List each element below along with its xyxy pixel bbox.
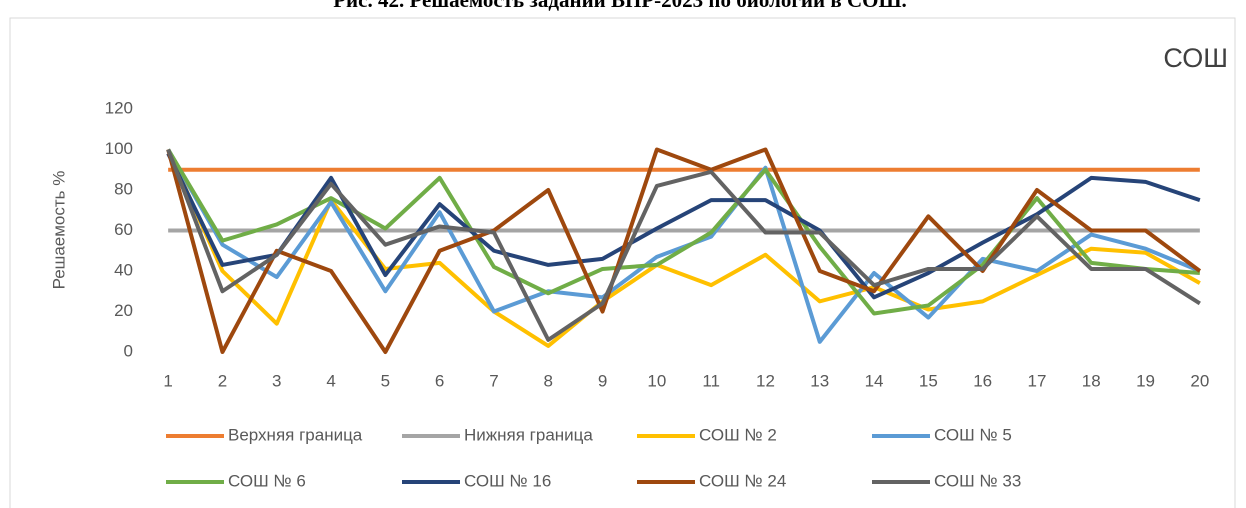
x-tick-label: 14 bbox=[865, 371, 884, 390]
legend-label: СОШ № 16 bbox=[464, 471, 551, 490]
x-tick-label: 6 bbox=[435, 371, 444, 390]
y-tick-label: 0 bbox=[124, 341, 133, 360]
x-tick-label: 15 bbox=[919, 371, 938, 390]
y-tick-label: 80 bbox=[114, 179, 133, 198]
x-tick-label: 12 bbox=[756, 371, 775, 390]
x-tick-label: 16 bbox=[973, 371, 992, 390]
x-tick-label: 17 bbox=[1027, 371, 1046, 390]
x-tick-label: 5 bbox=[381, 371, 390, 390]
legend-label: СОШ № 33 bbox=[934, 471, 1021, 490]
legend-label: Верхняя граница bbox=[228, 425, 363, 444]
y-tick-label: 60 bbox=[114, 220, 133, 239]
y-tick-label: 20 bbox=[114, 301, 133, 320]
x-tick-label: 4 bbox=[326, 371, 335, 390]
y-tick-label: 100 bbox=[105, 139, 133, 158]
x-tick-label: 1 bbox=[163, 371, 172, 390]
legend-label: СОШ № 5 bbox=[934, 425, 1012, 444]
x-tick-label: 8 bbox=[544, 371, 553, 390]
series-line bbox=[166, 148, 1200, 316]
legend-label: СОШ № 2 bbox=[699, 425, 777, 444]
series-line bbox=[166, 148, 1201, 348]
x-tick-label: 2 bbox=[218, 371, 227, 390]
x-tick-label: 11 bbox=[702, 371, 720, 390]
chart-title: СОШ bbox=[1163, 43, 1228, 73]
chart-frame bbox=[9, 17, 1236, 508]
x-tick-label: 19 bbox=[1136, 371, 1155, 390]
caption: Рис. 42. Решаемость заданий ВПР-2023 по … bbox=[333, 0, 907, 12]
y-tick-label: 40 bbox=[114, 260, 133, 279]
series-line bbox=[166, 147, 1202, 354]
y-axis-label: Решаемость % bbox=[49, 171, 68, 290]
x-tick-label: 9 bbox=[598, 371, 607, 390]
y-tick-label: 120 bbox=[105, 98, 133, 117]
x-tick-label: 3 bbox=[272, 371, 281, 390]
legend-label: СОШ № 24 bbox=[699, 471, 786, 490]
x-tick-label: 10 bbox=[647, 371, 666, 390]
legend-label: СОШ № 6 bbox=[228, 471, 306, 490]
x-tick-label: 13 bbox=[810, 371, 829, 390]
x-tick-label: 20 bbox=[1190, 371, 1209, 390]
x-tick-label: 18 bbox=[1082, 371, 1101, 390]
series-line bbox=[166, 148, 1201, 342]
legend-label: Нижняя граница bbox=[464, 425, 593, 444]
x-tick-label: 7 bbox=[489, 371, 498, 390]
